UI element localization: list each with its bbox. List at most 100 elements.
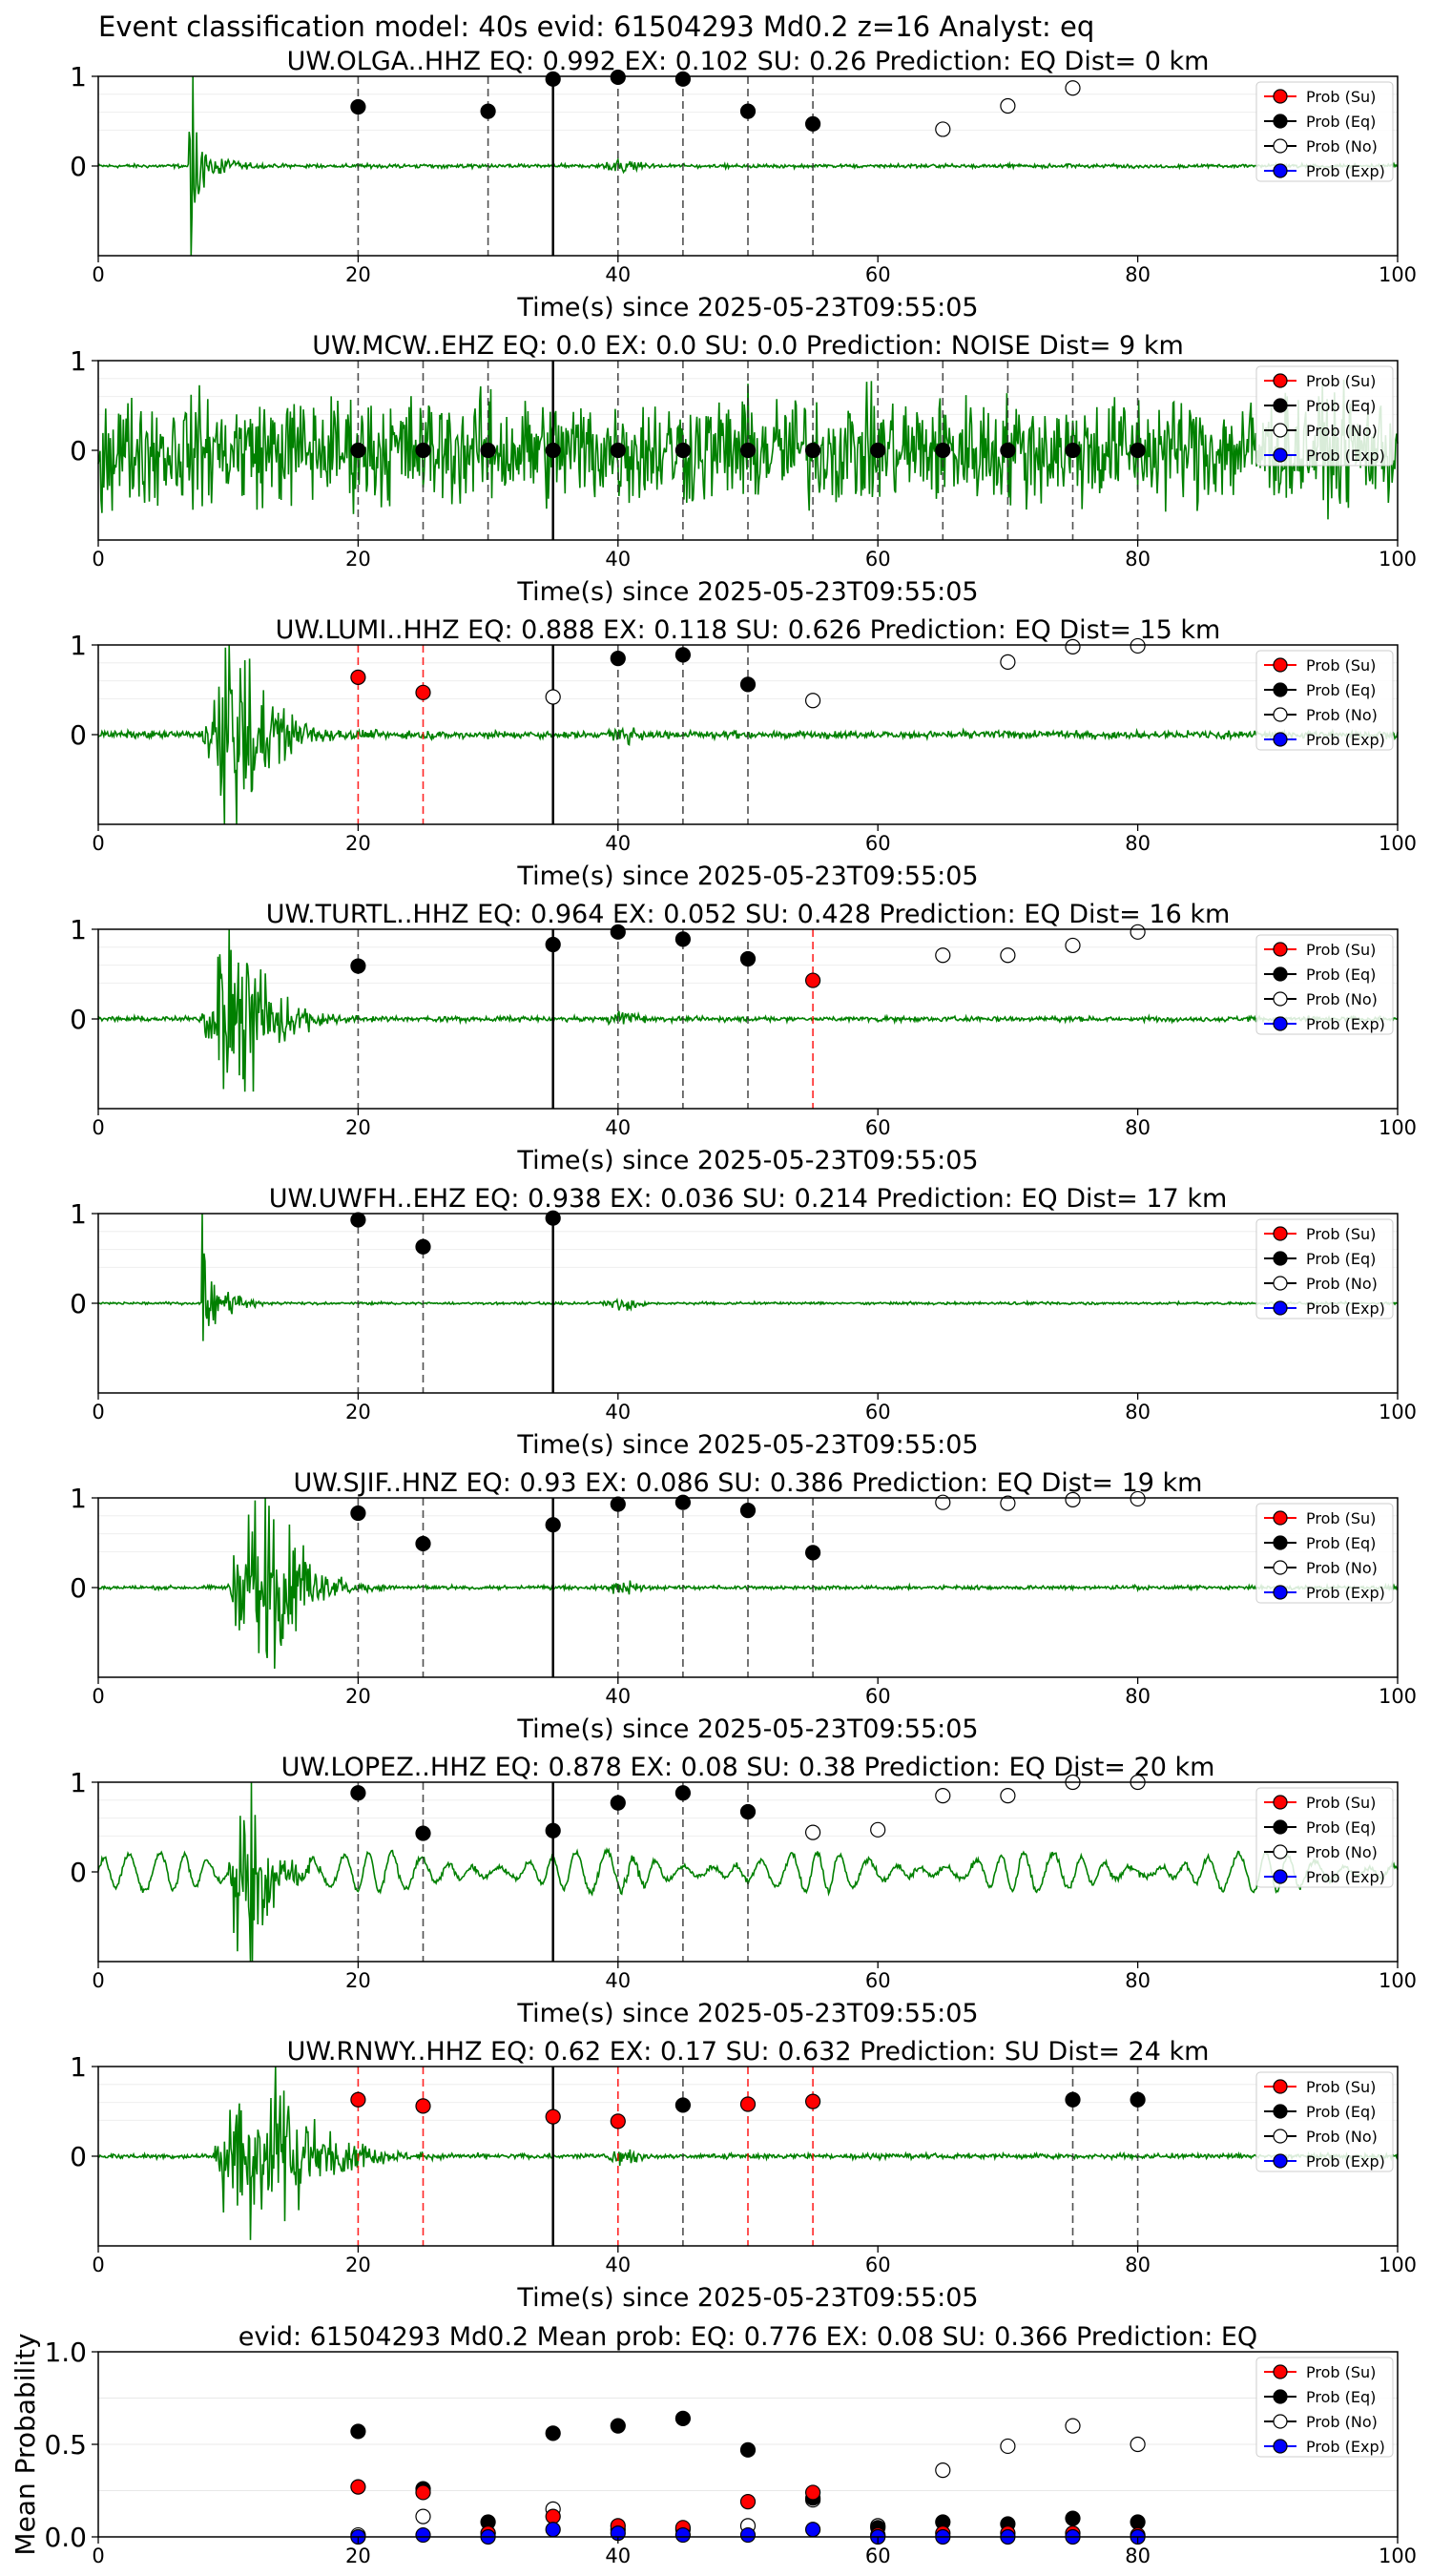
y-tick-label: 0.0 bbox=[44, 2522, 87, 2553]
x-tick-label: 20 bbox=[345, 1685, 371, 1708]
panel-2: UW.LUMI..HHZ EQ: 0.888 EX: 0.118 SU: 0.6… bbox=[70, 615, 1417, 891]
prob-marker-no bbox=[1000, 947, 1016, 964]
legend-marker-su bbox=[1273, 373, 1288, 388]
legend-label-no: Prob (No) bbox=[1306, 990, 1378, 1008]
legend-box bbox=[1255, 1218, 1394, 1319]
legend-marker-no bbox=[1273, 138, 1288, 154]
prob-marker-eq bbox=[545, 1210, 561, 1226]
x-tick-label: 80 bbox=[1125, 548, 1151, 571]
x-tick-label: 100 bbox=[1379, 2545, 1417, 2567]
legend-marker-su bbox=[1273, 657, 1288, 673]
y-tick-label: 1 bbox=[70, 345, 87, 377]
legend-label-su: Prob (Su) bbox=[1306, 941, 1376, 959]
prob-marker-eq bbox=[415, 1535, 431, 1552]
panel-title: evid: 61504293 Md0.2 Mean prob: EQ: 0.77… bbox=[238, 2322, 1257, 2352]
prob-marker-eq bbox=[415, 1825, 431, 1841]
mean-prob-marker-eq bbox=[674, 2410, 692, 2426]
legend-marker-eq bbox=[1273, 966, 1288, 982]
prob-marker-eq bbox=[610, 924, 626, 940]
prob-marker-eq bbox=[480, 442, 496, 459]
y-tick-label: 1 bbox=[70, 630, 87, 661]
x-tick-label: 20 bbox=[345, 2545, 371, 2567]
prob-marker-eq bbox=[350, 442, 366, 459]
prob-marker-eq bbox=[610, 442, 626, 459]
legend-marker-no bbox=[1273, 1560, 1288, 1575]
legend-label-su: Prob (Su) bbox=[1306, 1509, 1376, 1527]
x-tick-label: 20 bbox=[345, 1116, 371, 1139]
panel-5: UW.SJIF..HNZ EQ: 0.93 EX: 0.086 SU: 0.38… bbox=[70, 1468, 1417, 1744]
waveform-trace bbox=[97, 379, 1399, 520]
x-tick-label: 40 bbox=[605, 548, 631, 571]
legend-label-eq: Prob (Eq) bbox=[1306, 2103, 1376, 2121]
prob-marker-no bbox=[545, 689, 561, 705]
legend-marker-no bbox=[1273, 707, 1288, 722]
panel-1: UW.MCW..EHZ EQ: 0.0 EX: 0.0 SU: 0.0 Pred… bbox=[70, 331, 1417, 607]
x-tick-label: 60 bbox=[865, 1401, 891, 1423]
prob-marker-eq bbox=[674, 647, 692, 663]
x-tick-label: 20 bbox=[345, 2254, 371, 2276]
legend-label-exp: Prob (Exp) bbox=[1306, 2152, 1385, 2171]
prob-marker-no bbox=[935, 1494, 951, 1510]
panel-7: UW.RNWY..HHZ EQ: 0.62 EX: 0.17 SU: 0.632… bbox=[70, 2037, 1417, 2313]
legend-label-no: Prob (No) bbox=[1306, 1559, 1378, 1577]
prob-marker-no bbox=[1000, 654, 1016, 670]
x-tick-label: 100 bbox=[1379, 1969, 1417, 1992]
legend-label-su: Prob (Su) bbox=[1306, 1794, 1376, 1812]
mean-prob-marker-no bbox=[1130, 2436, 1146, 2453]
legend-marker-su bbox=[1273, 1226, 1288, 1241]
mean-prob-marker-eq bbox=[1130, 2514, 1146, 2530]
prob-marker-eq bbox=[1130, 442, 1146, 459]
y-tick-label: 0 bbox=[70, 435, 87, 467]
figure-suptitle: Event classification model: 40s evid: 61… bbox=[98, 10, 1094, 43]
prob-marker-su bbox=[545, 2109, 561, 2125]
legend-label-eq: Prob (Eq) bbox=[1306, 2388, 1376, 2406]
mean-prob-marker-exp bbox=[804, 2522, 821, 2538]
prob-marker-eq bbox=[674, 1785, 692, 1801]
legend-marker-exp bbox=[1273, 1300, 1288, 1316]
legend-marker-su bbox=[1273, 2364, 1288, 2379]
legend-box bbox=[1255, 650, 1394, 751]
panel-4: UW.UWFH..EHZ EQ: 0.938 EX: 0.036 SU: 0.2… bbox=[70, 1184, 1417, 1460]
prob-marker-no bbox=[935, 121, 951, 137]
x-tick-label: 80 bbox=[1125, 832, 1151, 855]
legend-marker-su bbox=[1273, 89, 1288, 104]
prob-marker-eq bbox=[350, 1785, 366, 1801]
x-tick-label: 100 bbox=[1379, 548, 1417, 571]
legend-label-eq: Prob (Eq) bbox=[1306, 966, 1376, 984]
panel-title: UW.MCW..EHZ EQ: 0.0 EX: 0.0 SU: 0.0 Pred… bbox=[312, 331, 1184, 361]
prob-marker-eq bbox=[610, 69, 626, 86]
legend-marker-su bbox=[1273, 942, 1288, 957]
x-axis-label: Time(s) since 2025-05-23T09:55:05 bbox=[516, 1714, 978, 1744]
legend-label-exp: Prob (Exp) bbox=[1306, 731, 1385, 749]
prob-marker-no bbox=[1065, 1491, 1081, 1507]
x-tick-label: 0 bbox=[92, 548, 104, 571]
legend-marker-no bbox=[1273, 2414, 1288, 2429]
x-tick-label: 80 bbox=[1125, 2254, 1151, 2276]
y-tick-label: 0 bbox=[70, 2141, 87, 2172]
x-tick-label: 100 bbox=[1379, 832, 1417, 855]
legend-label-no: Prob (No) bbox=[1306, 137, 1378, 156]
x-tick-label: 20 bbox=[345, 1401, 371, 1423]
x-tick-label: 40 bbox=[605, 1685, 631, 1708]
panel-3: UW.TURTL..HHZ EQ: 0.964 EX: 0.052 SU: 0.… bbox=[70, 900, 1417, 1175]
x-tick-label: 60 bbox=[865, 832, 891, 855]
prob-marker-no bbox=[870, 1821, 886, 1838]
prob-marker-eq bbox=[545, 1822, 561, 1839]
x-tick-label: 100 bbox=[1379, 1401, 1417, 1423]
waveform-trace bbox=[97, 1213, 1399, 1341]
x-tick-label: 100 bbox=[1379, 1685, 1417, 1708]
y-tick-label: 1 bbox=[70, 1198, 87, 1230]
x-tick-label: 80 bbox=[1125, 2545, 1151, 2567]
mean-prob-marker-su bbox=[415, 2484, 431, 2501]
prob-marker-eq bbox=[350, 98, 366, 115]
panel-title: UW.LOPEZ..HHZ EQ: 0.878 EX: 0.08 SU: 0.3… bbox=[281, 1753, 1215, 1782]
legend-marker-no bbox=[1273, 1276, 1288, 1291]
x-tick-label: 40 bbox=[605, 1969, 631, 1992]
prob-marker-eq bbox=[674, 71, 692, 87]
legend-box bbox=[1255, 1503, 1394, 1604]
legend-label-su: Prob (Su) bbox=[1306, 1225, 1376, 1243]
x-tick-label: 40 bbox=[605, 1116, 631, 1139]
x-tick-label: 0 bbox=[92, 1685, 104, 1708]
x-tick-label: 80 bbox=[1125, 1116, 1151, 1139]
